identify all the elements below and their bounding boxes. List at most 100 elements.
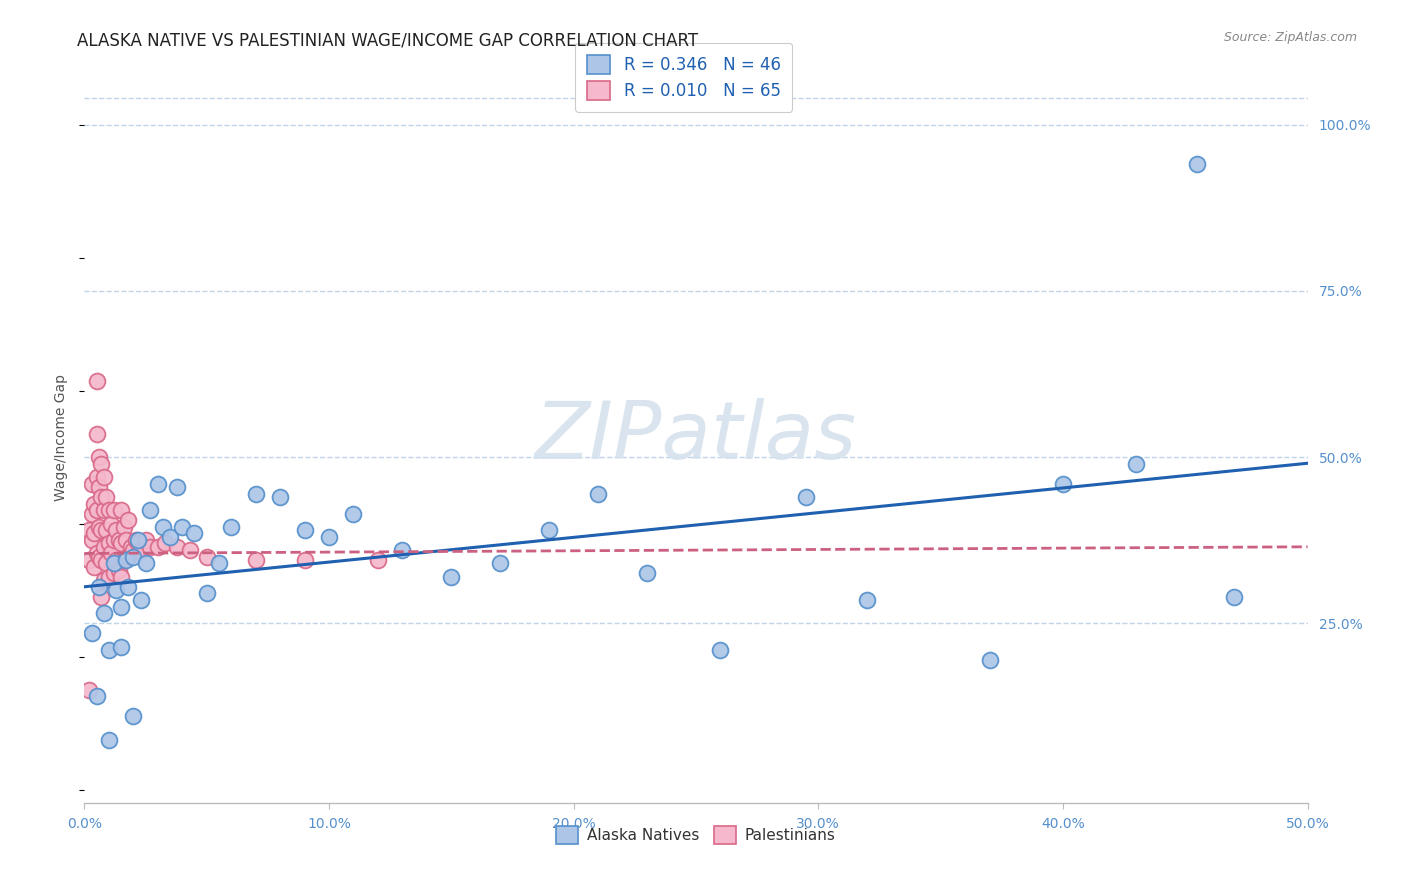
Point [139, 540, 162, 554]
Point [80, 533, 103, 548]
Point [97, 643, 120, 657]
Point [110, 599, 132, 614]
Point [96, 490, 118, 504]
Point [856, 593, 879, 607]
Point [110, 503, 132, 517]
Point [112, 553, 135, 567]
Point [105, 523, 128, 537]
Point [979, 653, 1001, 667]
Point [135, 533, 157, 548]
Point [77, 553, 100, 567]
Point [166, 540, 188, 554]
Point [97, 503, 120, 517]
Point [586, 486, 609, 500]
Point [105, 582, 128, 597]
Point [179, 543, 201, 558]
Point [1052, 476, 1074, 491]
Point [146, 476, 169, 491]
Point [489, 557, 512, 571]
Point [103, 503, 125, 517]
Point [97, 732, 120, 747]
Point [1187, 157, 1209, 171]
Point [172, 520, 194, 534]
Point [103, 557, 125, 571]
Point [195, 549, 218, 564]
Point [80, 507, 103, 521]
Point [129, 543, 152, 558]
Point [153, 536, 176, 550]
Point [139, 503, 162, 517]
Point [122, 549, 145, 564]
Point [117, 580, 139, 594]
Point [159, 530, 181, 544]
Point [195, 586, 218, 600]
Point [83, 497, 105, 511]
Point [135, 557, 157, 571]
Point [87, 480, 110, 494]
Point [100, 516, 122, 531]
Point [294, 553, 316, 567]
Point [90, 553, 112, 567]
Point [440, 570, 463, 584]
Point [146, 540, 169, 554]
Point [77, 523, 100, 537]
Point [115, 553, 138, 567]
Point [245, 553, 267, 567]
Point [93, 540, 115, 554]
Point [117, 549, 139, 564]
Point [117, 513, 139, 527]
Point [83, 559, 105, 574]
Point [105, 553, 128, 567]
Point [96, 523, 118, 537]
Point [86, 470, 108, 484]
Point [90, 490, 112, 504]
Point [636, 566, 658, 581]
Point [93, 470, 115, 484]
Point [391, 543, 413, 558]
Point [112, 520, 135, 534]
Point [125, 533, 148, 548]
Point [219, 520, 242, 534]
Point [87, 549, 110, 564]
Point [122, 543, 145, 558]
Point [103, 533, 125, 548]
Point [110, 536, 132, 550]
Point [86, 503, 108, 517]
Point [107, 533, 129, 548]
Point [86, 546, 108, 560]
Point [120, 540, 142, 554]
Point [294, 523, 316, 537]
Point [269, 490, 291, 504]
Point [129, 593, 152, 607]
Point [538, 523, 561, 537]
Point [127, 533, 149, 548]
Point [93, 607, 115, 621]
Point [100, 546, 122, 560]
Point [342, 507, 364, 521]
Point [183, 526, 205, 541]
Point [318, 530, 340, 544]
Legend: Alaska Natives, Palestinians: Alaska Natives, Palestinians [550, 820, 842, 850]
Point [245, 486, 267, 500]
Point [127, 536, 149, 550]
Text: Source: ZipAtlas.com: Source: ZipAtlas.com [1223, 31, 1357, 45]
Point [103, 566, 125, 581]
Point [1223, 590, 1246, 604]
Point [93, 503, 115, 517]
Point [97, 570, 120, 584]
Point [87, 450, 110, 464]
Point [86, 426, 108, 441]
Text: ZIPatlas: ZIPatlas [534, 398, 858, 476]
Point [86, 690, 108, 704]
Point [122, 709, 145, 723]
Point [1125, 457, 1147, 471]
Point [107, 563, 129, 577]
Point [709, 643, 731, 657]
Point [87, 580, 110, 594]
Point [367, 553, 389, 567]
Point [90, 523, 112, 537]
Point [80, 626, 103, 640]
Point [152, 520, 174, 534]
Point [87, 520, 110, 534]
Point [77, 682, 100, 697]
